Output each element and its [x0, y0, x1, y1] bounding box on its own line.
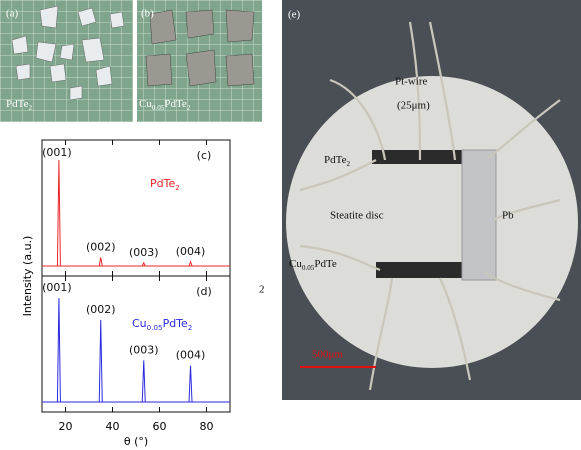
annotation: Cu0.05PdTe [289, 258, 337, 272]
peak-label: (002) [86, 241, 116, 254]
steatite-disc [286, 76, 578, 368]
text-part: PdTe [324, 154, 347, 166]
annotation: Pb [502, 210, 514, 222]
subscript: 2 [187, 104, 191, 112]
peak-label: (003) [129, 343, 159, 356]
text-part: PdTe [164, 98, 187, 110]
stray-text: 2 [259, 284, 265, 296]
peak [188, 260, 193, 267]
peak [56, 159, 61, 267]
sample-bar [372, 150, 490, 164]
caption: PdTe2 [6, 98, 32, 112]
legend: PdTe2 [150, 177, 180, 192]
x-tick-label: 40 [106, 420, 120, 433]
text-part: PdTe [314, 258, 337, 270]
subscript: 0.05 [152, 104, 165, 112]
subscript: 2 [28, 104, 32, 112]
crystals [145, 9, 255, 87]
peak [141, 261, 146, 267]
subscript: 2 [346, 160, 350, 168]
peak [188, 365, 193, 403]
annotation: Steatite disc [330, 210, 384, 222]
annotation: Pt-wire [395, 76, 428, 88]
sample-bar [376, 262, 488, 278]
peak-label: (001) [42, 281, 72, 294]
text-part: PdTe [163, 317, 188, 330]
text-part: PdTe [6, 98, 29, 110]
peak-label: (003) [129, 246, 159, 259]
subscript: 0.05 [302, 264, 315, 272]
peak [56, 297, 61, 403]
annotation: PdTe2 [324, 154, 350, 168]
y-axis-label: Intensity (a.u.) [21, 236, 34, 317]
caption: Cu0.05PdTe2 [139, 98, 191, 112]
peak-label: (004) [176, 349, 206, 362]
wires [299, 21, 561, 391]
peak [141, 360, 146, 403]
subscript: 2 [188, 323, 193, 332]
x-tick-label: 60 [153, 420, 167, 433]
x-tick-label: 20 [59, 420, 73, 433]
x-tick-label: 80 [200, 420, 214, 433]
pb-contact [461, 149, 497, 281]
panel-label: (d) [196, 285, 212, 298]
scale-label: 500μm [312, 349, 343, 361]
panel-label: (b) [141, 8, 154, 20]
peak-label: (001) [42, 146, 72, 159]
panel-label: (e) [288, 9, 301, 21]
text-part: Cu [289, 258, 302, 270]
peak-label: (002) [86, 303, 116, 316]
peak [98, 257, 103, 267]
text-part: Cu [139, 98, 152, 110]
subscript: 0.05 [147, 323, 163, 332]
subscript: 2 [175, 183, 180, 192]
panel-label: (c) [197, 149, 212, 162]
crystals [11, 5, 125, 101]
peak [98, 319, 103, 403]
x-axis-label: θ (°) [124, 435, 148, 448]
panel-label: (a) [6, 8, 19, 20]
legend: Cu0.05PdTe2 [132, 317, 192, 332]
annotation: (25μm) [397, 100, 430, 112]
text-part: Cu [132, 317, 147, 330]
peak-label: (004) [176, 245, 206, 258]
text-part: PdTe [150, 177, 175, 190]
